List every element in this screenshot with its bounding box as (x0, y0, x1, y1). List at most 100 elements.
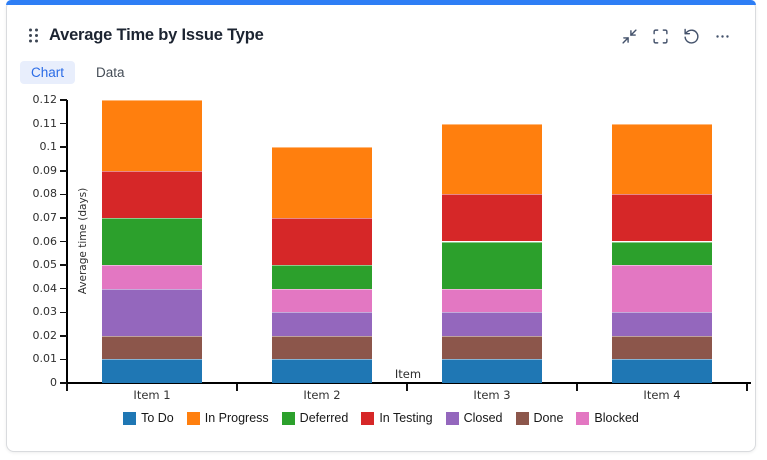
legend-label: Deferred (299, 411, 349, 425)
bar-segment-in-testing[interactable] (272, 217, 372, 266)
legend-label: To Do (141, 411, 174, 425)
y-axis-tick-label: 0.07 (32, 210, 58, 224)
legend-label: Blocked (594, 411, 639, 425)
legend-label: Done (533, 411, 564, 425)
x-axis-tick-mark (576, 384, 578, 391)
legend-item-deferred[interactable]: Deferred (281, 411, 349, 425)
legend-swatch (361, 411, 375, 425)
y-axis-tick-mark (60, 217, 67, 219)
legend-label: In Progress (204, 411, 269, 425)
bar-segment-deferred[interactable] (442, 241, 542, 289)
refresh-icon[interactable] (682, 27, 700, 45)
y-axis-tick-mark (60, 122, 67, 125)
bar-segment-deferred[interactable] (272, 265, 372, 289)
bar-segment-blocked[interactable] (272, 288, 372, 313)
y-axis-tick-mark (60, 193, 67, 196)
y-axis-tick-mark (60, 311, 67, 313)
legend-swatch (576, 411, 590, 425)
bar-segment-in-progress[interactable] (612, 123, 712, 195)
widget-title: Average Time by Issue Type (49, 26, 264, 44)
legend-label: In Testing (379, 411, 433, 425)
bar-segment-in-testing[interactable] (442, 194, 542, 242)
stacked-bar-chart: Average time (days) Item 0 0.01 0.02 0.03 0.… (7, 1, 757, 453)
x-axis-tick-mark (746, 384, 748, 391)
y-axis-tick-label: 0.04 (32, 281, 58, 295)
y-axis-tick-mark (60, 146, 67, 148)
y-axis-tick-mark (60, 335, 67, 337)
legend-item-to-do[interactable]: To Do (123, 411, 174, 425)
y-axis-tick-label: 0.11 (32, 116, 58, 130)
view-tabs: Chart Data (20, 61, 136, 84)
y-axis-tick-label: 0.01 (32, 352, 58, 366)
legend-swatch (515, 411, 529, 425)
y-axis-tick-label: 0.09 (32, 163, 58, 177)
bar-segment-in-progress[interactable] (272, 147, 372, 218)
x-axis-category-label: Item 1 (133, 388, 171, 402)
widget-toolbar (620, 27, 731, 45)
y-axis-tick-mark (60, 240, 67, 243)
x-axis-tick-mark (406, 384, 408, 391)
bar-segment-done[interactable] (442, 335, 542, 360)
fullscreen-icon[interactable] (651, 27, 669, 45)
legend-label: Closed (463, 411, 503, 425)
legend-swatch (186, 411, 200, 425)
legend-item-in-progress[interactable]: In Progress (186, 411, 269, 425)
bar-segment-closed[interactable] (272, 312, 372, 336)
more-options-icon[interactable] (713, 27, 731, 45)
bar-segment-closed[interactable] (612, 312, 712, 336)
legend-item-blocked[interactable]: Blocked (576, 411, 639, 425)
collapse-icon[interactable] (620, 27, 638, 45)
bar-segment-closed[interactable] (102, 288, 202, 336)
bar-segment-done[interactable] (272, 335, 372, 360)
tab-data[interactable]: Data (96, 65, 125, 80)
y-axis-tick-mark (60, 287, 67, 290)
bar-segment-blocked[interactable] (102, 265, 202, 289)
legend-swatch (445, 411, 459, 425)
bar-segment-deferred[interactable] (102, 217, 202, 266)
y-axis-tick-label: 0 (50, 376, 57, 389)
bar-segment-in-testing[interactable] (612, 194, 712, 242)
y-axis-tick-label: 0.06 (32, 234, 58, 248)
widget-header: Average Time by Issue Type (27, 26, 264, 45)
y-axis-tick-label: 0.1 (39, 140, 58, 154)
bar-segment-to-do[interactable] (272, 359, 372, 383)
legend-item-closed[interactable]: Closed (445, 411, 503, 425)
y-axis-tick-label: 0.12 (32, 93, 58, 106)
chart-legend: To Do In Progress Deferred In Testing Closed… (7, 411, 755, 425)
bar-segment-in-progress[interactable] (102, 100, 202, 171)
bar-segment-deferred[interactable] (612, 241, 712, 266)
legend-item-done[interactable]: Done (515, 411, 564, 425)
y-axis-tick-mark (60, 170, 67, 172)
y-axis-tick-label: 0.02 (32, 328, 58, 342)
bar-segment-closed[interactable] (442, 312, 542, 336)
widget-accent-bar (6, 0, 756, 5)
bar-segment-done[interactable] (612, 335, 712, 360)
bar-segment-to-do[interactable] (442, 359, 542, 383)
bar-segment-to-do[interactable] (612, 359, 712, 383)
bar-segment-in-progress[interactable] (442, 123, 542, 195)
legend-swatch (123, 411, 137, 425)
x-axis-category-label: Item 4 (643, 388, 681, 402)
x-axis-tick-mark (66, 384, 68, 391)
y-axis-title: Average time (days) (77, 187, 89, 295)
legend-item-in-testing[interactable]: In Testing (361, 411, 433, 425)
drag-handle-icon[interactable] (27, 27, 40, 44)
y-axis-line (66, 100, 68, 385)
x-axis-line (64, 382, 751, 384)
y-axis-tick-mark (60, 99, 67, 101)
x-axis-tick-mark (236, 384, 238, 391)
legend-swatch (281, 411, 295, 425)
y-axis-tick-mark (60, 358, 67, 361)
y-axis-tick-label: 0.08 (32, 187, 58, 201)
bar-segment-to-do[interactable] (102, 359, 202, 383)
bar-segment-blocked[interactable] (442, 288, 542, 313)
bar-segment-in-testing[interactable] (102, 170, 202, 218)
y-axis-tick-label: 0.03 (32, 305, 58, 319)
x-axis-category-label: Item 3 (473, 388, 511, 402)
x-axis-category-label: Item 2 (303, 388, 341, 402)
y-axis-tick-mark (60, 382, 67, 384)
tab-chart[interactable]: Chart (20, 61, 76, 84)
bar-segment-blocked[interactable] (612, 265, 712, 313)
bar-segment-done[interactable] (102, 335, 202, 360)
